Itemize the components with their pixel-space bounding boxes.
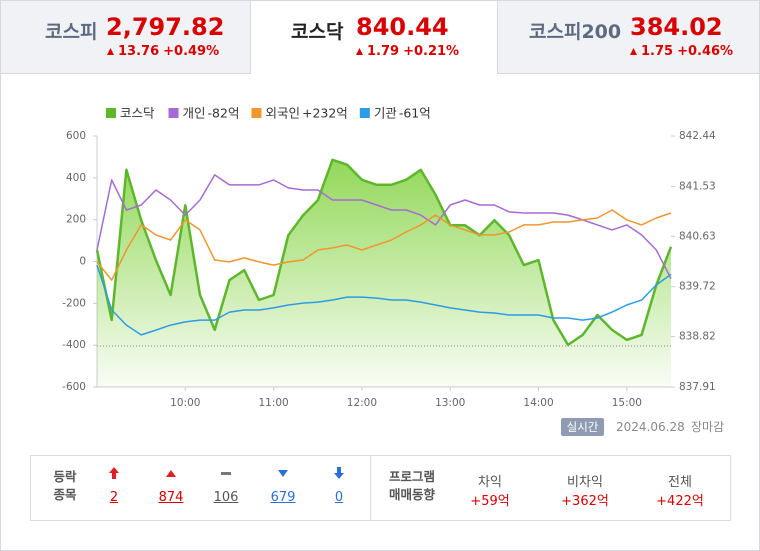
y-tick-label: 0 [79,256,86,268]
text: 매매동향 [388,487,435,502]
legend-swatch [106,108,116,118]
icons [109,467,344,479]
y-tick-label: -200 [62,297,86,309]
change: 1.79 [367,44,400,59]
change-pct: +0.49% [163,44,220,59]
program-value: +59억 [470,494,510,509]
badge-bg [561,418,604,436]
tab[interactable]: 코스피 2,797.82 13.76 +0.49% [0,0,251,74]
legend-label: 개인 [183,106,206,121]
chart: 600 400 200 0 -200 -400 -600 842.44 841.53 840.63… [62,106,724,436]
legend-swatch [251,108,262,118]
legend-label: 기관 [374,106,398,121]
count[interactable]: 2 [109,490,119,505]
tab-change: 1.75 +0.46% [630,44,733,59]
x-tick-label: 10:00 [170,397,200,409]
y2-tick-label: 842.44 [679,130,716,142]
tab-value: 840.44 [356,13,449,41]
tab-name: 코스닥 [291,21,344,43]
change-pct: +0.21% [403,44,460,59]
y-tick-label: -600 [62,381,86,393]
legend-swatch [168,108,179,118]
series-line [96,174,672,280]
y2-tick-label: 841.53 [679,180,716,192]
tab-value: 2,797.82 [106,13,225,41]
y2-tick-label: 838.82 [679,331,716,343]
program-name: 비차익 [567,475,603,490]
legend-amount: -82억 [208,106,240,121]
tab[interactable]: 코스피200 384.02 1.75 +0.46% [497,0,760,74]
text: 등락 [53,469,77,484]
change: 13.76 [118,44,160,59]
legend-swatch [359,108,370,118]
x-tick-label: 13:00 [435,397,465,409]
text: 프로그램 [388,469,435,484]
y-tick-label: 400 [66,172,86,184]
legend-label: 코스닥 [120,106,155,121]
change: 1.75 [641,44,674,59]
y-tick-label: 600 [66,130,86,142]
x-tick-label: 11:00 [258,397,288,409]
tab-name: 코스피200 [529,21,622,43]
series-line [96,264,672,336]
y-tick-label: 200 [66,214,86,226]
tab-name: 코스피 [45,21,98,43]
program-value: +422억 [656,494,704,509]
x-tick-label: 15:00 [612,397,642,409]
legend-amount: +232억 [302,106,348,121]
legend-label: 외국인 [265,106,300,121]
x-tick-label: 12:00 [347,397,377,409]
count[interactable]: 0 [334,490,344,505]
series-line [96,209,672,281]
y2-tick-label: 837.91 [679,381,716,393]
program-name: 전체 [668,475,692,490]
y2-tick-label: 839.72 [679,281,716,293]
x-tick-label: 14:00 [523,397,553,409]
legend-amount: -61억 [399,106,431,121]
program-name: 차익 [478,475,502,490]
y2-tick-label: 840.63 [679,230,716,242]
series-line [95,158,673,347]
divider [370,456,371,520]
count[interactable]: 106 [213,490,239,505]
program-value: +362억 [561,494,609,509]
date: 2024.06.28 [616,420,685,434]
session: 장마감 [691,420,724,434]
badge: 실시간 [567,420,599,434]
change-pct: +0.46% [677,44,734,59]
area-fill [97,159,671,387]
tab[interactable]: 코스닥 840.44 1.79 +0.21% [250,0,498,74]
count[interactable]: 874 [158,490,184,505]
tab-value: 384.02 [630,13,723,41]
text: 종목 [53,487,77,502]
count[interactable]: 679 [270,490,296,505]
tab-change: 13.76 +0.49% [107,44,219,59]
y-tick-label: -400 [62,339,86,351]
tab-change: 1.79 +0.21% [356,44,459,59]
